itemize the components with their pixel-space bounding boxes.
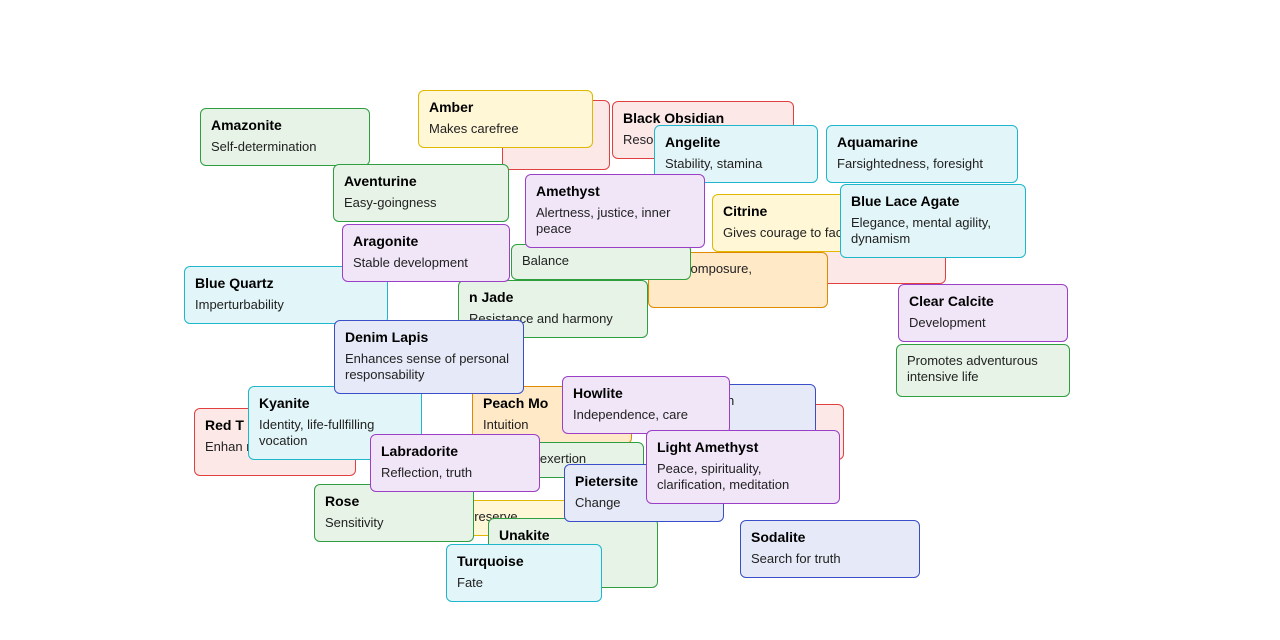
card-title: Aragonite xyxy=(353,233,499,251)
card-desc: Makes carefree xyxy=(429,121,582,137)
card-title: Angelite xyxy=(665,134,807,152)
card-desc: Search for truth xyxy=(751,551,909,567)
card-desc: Farsightedness, foresight xyxy=(837,156,1007,172)
card-desc: Easy-goingness xyxy=(344,195,498,211)
card-title: Sodalite xyxy=(751,529,909,547)
card-desc: n xyxy=(727,393,805,409)
card-labradorite: Labradorite Reflection, truth xyxy=(370,434,540,492)
card-desc: Sensitivity xyxy=(325,515,463,531)
card-desc: Balance xyxy=(522,253,680,269)
card-title: Labradorite xyxy=(381,443,529,461)
card-amethyst: Amethyst Alertness, justice, inner peace xyxy=(525,174,705,248)
card-title: Blue Lace Agate xyxy=(851,193,1015,211)
card-title: Aquamarine xyxy=(837,134,1007,152)
card-light-amethyst: Light Amethyst Peace, spirituality, clari… xyxy=(646,430,840,504)
card-howlite: Howlite Independence, care xyxy=(562,376,730,434)
card-title: Amber xyxy=(429,99,582,117)
card-sodalite: Sodalite Search for truth xyxy=(740,520,920,578)
card-title: Aventurine xyxy=(344,173,498,191)
card-adventurous: Promotes adventurous intensive life xyxy=(896,344,1070,397)
card-clear-calcite: Clear Calcite Development xyxy=(898,284,1068,342)
card-amazonite: Amazonite Self-determination xyxy=(200,108,370,166)
card-desc: Elegance, mental agility, dynamism xyxy=(851,215,1015,248)
card-desc: Stable development xyxy=(353,255,499,271)
card-amber: Amber Makes carefree xyxy=(418,90,593,148)
card-desc: Imperturbability xyxy=(195,297,377,313)
card-title: Amethyst xyxy=(536,183,694,201)
card-aquamarine: Aquamarine Farsightedness, foresight xyxy=(826,125,1018,183)
card-title: Howlite xyxy=(573,385,719,403)
card-title: Unakite xyxy=(499,527,647,545)
card-turquoise: Turquoise Fate xyxy=(446,544,602,602)
card-aragonite: Aragonite Stable development xyxy=(342,224,510,282)
card-desc: Alertness, justice, inner peace xyxy=(536,205,694,238)
card-aventurine: Aventurine Easy-goingness xyxy=(333,164,509,222)
card-desc: Independence, care xyxy=(573,407,719,423)
card-desc: Self-determination xyxy=(211,139,359,155)
card-desc: Reflection, truth xyxy=(381,465,529,481)
card-desc: Fate xyxy=(457,575,591,591)
card-title: Turquoise xyxy=(457,553,591,571)
card-title: Amazonite xyxy=(211,117,359,135)
card-title: Kyanite xyxy=(259,395,411,413)
card-title: Denim Lapis xyxy=(345,329,513,347)
card-blue-lace-agate: Blue Lace Agate Elegance, mental agility,… xyxy=(840,184,1026,258)
card-desc: Enhances sense of personal responsabilit… xyxy=(345,351,513,384)
card-title: Light Amethyst xyxy=(657,439,829,457)
card-desc: Promotes adventurous intensive life xyxy=(907,353,1059,386)
card-title: Clear Calcite xyxy=(909,293,1057,311)
card-title: n Jade xyxy=(469,289,637,307)
card-title: Rose xyxy=(325,493,463,511)
card-rose: Rose Sensitivity xyxy=(314,484,474,542)
card-denim-lapis: Denim Lapis Enhances sense of personal re… xyxy=(334,320,524,394)
card-desc: Development xyxy=(909,315,1057,331)
card-desc: Stability, stamina xyxy=(665,156,807,172)
card-balance-card: Balance xyxy=(511,244,691,280)
card-desc: Peace, spirituality, clarification, medi… xyxy=(657,461,829,494)
